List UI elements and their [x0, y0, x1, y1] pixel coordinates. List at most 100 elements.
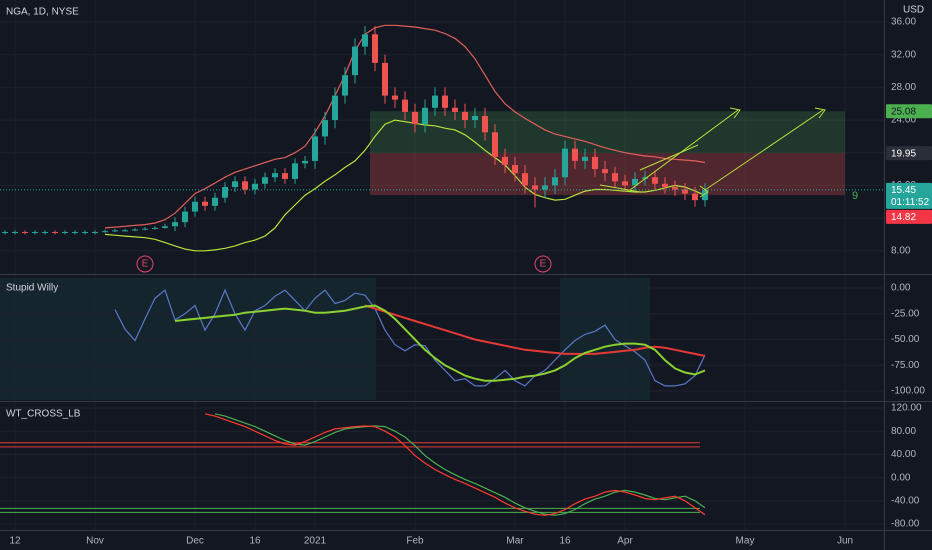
background-layer	[0, 278, 650, 400]
y-tick-label: 32.00	[891, 49, 916, 60]
y-tick-label: 36.00	[891, 17, 916, 28]
x-tick-label: May	[736, 536, 755, 547]
price-label: 14.82	[891, 212, 916, 223]
candle-body	[522, 173, 528, 186]
projection-arrow	[639, 144, 699, 171]
candle-body	[492, 132, 498, 157]
y-tick-label: -100.00	[891, 386, 925, 397]
y-tick-label: 80.00	[891, 426, 916, 437]
price-label-box	[886, 104, 932, 119]
candle-body	[612, 173, 618, 182]
earnings-marker[interactable]	[534, 255, 552, 273]
candle-body	[32, 231, 38, 233]
candle-body	[72, 231, 78, 233]
target-zone	[370, 111, 845, 154]
stop-zone	[370, 153, 845, 196]
candle-body	[292, 163, 298, 179]
candle-body	[192, 201, 198, 212]
arrow-head	[814, 107, 826, 119]
candle-body	[312, 136, 318, 161]
candle-body	[252, 183, 258, 190]
candle-body	[22, 231, 28, 233]
candle-body	[562, 148, 568, 178]
candle-body	[212, 197, 218, 206]
x-tick-label: 16	[249, 536, 261, 547]
candle-body	[202, 201, 208, 206]
candle-body	[632, 178, 638, 186]
symbol-title[interactable]: NGA, 1D, NYSE	[6, 7, 79, 18]
candle-body	[442, 95, 448, 108]
candle-body	[142, 228, 148, 230]
candle-body	[572, 148, 578, 161]
price-label: 19.95	[891, 148, 916, 159]
y-tick-label: 0.00	[891, 472, 911, 483]
candle-body	[662, 183, 668, 188]
candle-body	[622, 181, 628, 186]
currency-label: USD	[903, 5, 924, 16]
zone	[0, 278, 376, 400]
y-tick-label: 8.00	[891, 245, 911, 256]
y-tick-label: 120.00	[891, 403, 922, 414]
indicator-line	[204, 413, 706, 516]
projection-arrow	[629, 109, 739, 191]
y-tick-label: -75.00	[891, 360, 920, 371]
candle-body	[512, 164, 518, 174]
candle-body	[162, 226, 168, 228]
earnings-marker[interactable]	[136, 255, 154, 273]
y-tick-label: 24.00	[891, 115, 916, 126]
candle-body	[322, 120, 328, 137]
candle-body	[242, 181, 248, 190]
indicator-title[interactable]: WT_CROSS_LB	[6, 409, 81, 420]
indicator-title[interactable]: Stupid Willy	[6, 283, 58, 294]
x-tick-label: Feb	[406, 536, 424, 547]
candle-body	[382, 62, 388, 96]
y-tick-label: 0.00	[891, 283, 911, 294]
arrow-head	[699, 185, 709, 198]
candle-body	[672, 187, 678, 190]
candle-body	[172, 222, 178, 227]
candle-body	[592, 156, 598, 170]
x-tick-label: Jun	[837, 536, 853, 547]
x-tick-label: Mar	[506, 536, 524, 547]
candle-body	[392, 95, 398, 100]
candle-body	[462, 111, 468, 121]
candle-body	[502, 156, 508, 165]
countdown: 01:11:52	[891, 197, 930, 208]
candle-body	[482, 115, 488, 133]
candle-body	[702, 189, 708, 201]
candle-body	[2, 231, 8, 233]
zone	[560, 278, 650, 400]
x-tick-label: 12	[9, 536, 21, 547]
indicator-line	[104, 119, 706, 252]
earnings-label: E	[540, 259, 547, 270]
candle-body	[52, 231, 58, 233]
x-tick-label: 2021	[304, 536, 327, 547]
candle-body	[222, 187, 228, 198]
candle-body	[532, 185, 538, 190]
arrow-head	[729, 107, 741, 119]
annotation: 9	[852, 190, 858, 202]
price-label: 15.45	[891, 185, 916, 196]
candle-body	[42, 231, 48, 233]
projection-arrow	[704, 109, 824, 191]
axis-labels: 12 Nov Dec 16 2021 Feb Mar 16 Apr May Jun 36.00 32.0…	[9, 17, 932, 547]
candle-body	[652, 177, 658, 184]
projection-arrow	[599, 184, 641, 193]
candle-body	[402, 99, 408, 112]
y-tick-label: 40.00	[891, 449, 916, 460]
candle-body	[182, 211, 188, 223]
candle-body	[122, 230, 128, 232]
candle-body	[102, 231, 108, 233]
price-label-box	[886, 182, 932, 209]
candle-body	[642, 177, 648, 179]
price-label-box	[886, 209, 932, 224]
candle-body	[132, 229, 138, 231]
candle-body	[552, 177, 558, 186]
x-tick-label: Apr	[617, 536, 633, 547]
candle-body	[422, 107, 428, 125]
candle-body	[432, 95, 438, 108]
candle-body	[542, 185, 548, 190]
candle-body	[602, 169, 608, 174]
